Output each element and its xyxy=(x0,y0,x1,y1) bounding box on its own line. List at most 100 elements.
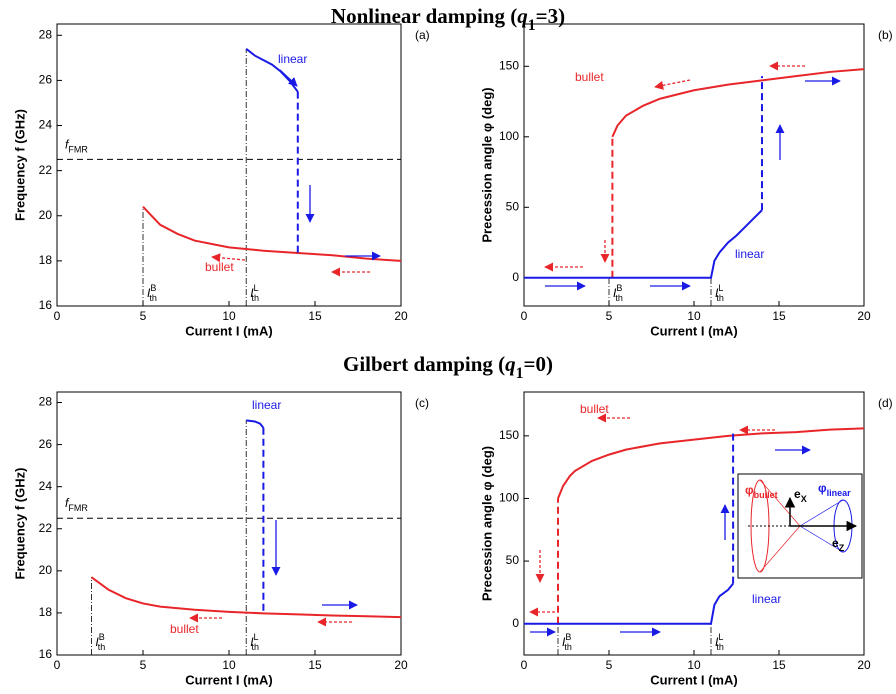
inset-label-part: Z xyxy=(839,543,845,553)
x-tick-label: 20 xyxy=(394,658,408,672)
reference-label-part: f xyxy=(65,138,70,152)
x-tick-label: 0 xyxy=(54,309,61,323)
x-tick-label: 0 xyxy=(54,658,61,672)
series-line xyxy=(90,576,402,619)
y-axis-label: Precession angle φ (deg) xyxy=(479,87,494,242)
panel-label: (c) xyxy=(415,396,429,410)
threshold-label-part: I xyxy=(613,286,617,300)
section-title-part: =0) xyxy=(524,352,553,376)
series-label: bullet xyxy=(170,622,199,636)
x-tick-label: 15 xyxy=(772,658,786,672)
x-tick-label: 15 xyxy=(308,658,322,672)
threshold-label-part: th xyxy=(716,642,724,652)
section-title: Gilbert damping (q1=0) xyxy=(343,352,553,382)
inset-label-part: e xyxy=(832,536,839,550)
arrow xyxy=(211,253,246,263)
x-tick-label: 0 xyxy=(521,658,528,672)
threshold-label-part: I xyxy=(562,635,566,649)
y-tick-label: 18 xyxy=(39,253,53,267)
threshold-label: IL th xyxy=(250,283,259,303)
y-tick-label: 18 xyxy=(39,605,53,619)
x-tick-label: 5 xyxy=(140,309,147,323)
section-title-part: q xyxy=(517,4,528,28)
threshold-label-part: I xyxy=(250,286,254,300)
y-tick-label: 28 xyxy=(39,27,53,41)
y-tick-label: 150 xyxy=(499,58,519,72)
threshold-label-part: B xyxy=(565,632,571,642)
x-tick-label: 0 xyxy=(521,309,528,323)
threshold-label-part: L xyxy=(254,283,259,293)
x-tick-label: 20 xyxy=(857,658,871,672)
x-tick-label: 20 xyxy=(857,309,871,323)
series-label: bullet xyxy=(580,402,609,416)
y-tick-label: 22 xyxy=(39,163,53,177)
inset-label-part: X xyxy=(801,494,807,504)
series-line xyxy=(246,419,265,429)
plot-box xyxy=(523,23,865,307)
x-axis-label: Current I (mA) xyxy=(185,323,272,338)
y-tick-label: 26 xyxy=(39,73,53,87)
section-title-part: Gilbert damping ( xyxy=(343,352,505,376)
x-tick-label: 15 xyxy=(772,309,786,323)
inset-label-part: φ xyxy=(745,483,754,497)
threshold-label-part: th xyxy=(149,293,157,303)
threshold-label-part: th xyxy=(98,642,106,652)
y-tick-label: 50 xyxy=(506,199,520,213)
y-axis-label: Precession angle φ (deg) xyxy=(479,446,494,601)
threshold-label-part: I xyxy=(95,635,99,649)
series-line xyxy=(142,206,402,262)
y-tick-label: 24 xyxy=(39,118,53,132)
section-title: Nonlinear damping (q1=3) xyxy=(331,4,565,34)
y-tick-label: 16 xyxy=(39,647,53,661)
threshold-label-part: th xyxy=(252,642,260,652)
series-line xyxy=(611,68,865,138)
x-axis-label: Current I (mA) xyxy=(650,672,737,687)
section-title-part: 1 xyxy=(516,365,524,382)
y-tick-label: 16 xyxy=(39,298,53,312)
series-label: linear xyxy=(278,52,307,66)
x-tick-label: 10 xyxy=(222,309,236,323)
y-tick-label: 26 xyxy=(39,437,53,451)
y-axis-label: Frequency f (GHz) xyxy=(12,109,27,221)
x-axis-label: Current I (mA) xyxy=(650,323,737,338)
series-line xyxy=(524,209,763,279)
series-label: linear xyxy=(752,592,781,606)
threshold-label: IB th xyxy=(562,632,572,652)
inset-label-part: φ xyxy=(818,481,827,495)
x-tick-label: 10 xyxy=(222,658,236,672)
reference-label: fFMR xyxy=(65,138,88,155)
panel-label: (d) xyxy=(878,396,893,410)
y-tick-label: 150 xyxy=(499,428,519,442)
threshold-label: IB th xyxy=(613,283,623,303)
x-tick-label: 5 xyxy=(606,309,613,323)
y-tick-label: 28 xyxy=(39,395,53,409)
series-label: linear xyxy=(735,247,764,261)
threshold-label: IL th xyxy=(715,632,724,652)
x-axis-label: Current I (mA) xyxy=(185,672,272,687)
x-tick-label: 10 xyxy=(687,658,701,672)
arrow xyxy=(279,69,298,87)
panel-label: (a) xyxy=(415,28,430,42)
inset-label-part: linear xyxy=(827,488,852,498)
threshold-label-part: B xyxy=(616,283,622,293)
y-tick-label: 20 xyxy=(39,563,53,577)
section-title-part: q xyxy=(505,352,516,376)
threshold-label-part: th xyxy=(615,293,623,303)
threshold-label-part: B xyxy=(150,283,156,293)
x-tick-label: 5 xyxy=(140,658,147,672)
x-tick-label: 20 xyxy=(394,309,408,323)
reference-label-part: f xyxy=(65,496,70,510)
threshold-label-part: L xyxy=(254,632,259,642)
inset-label: eX xyxy=(794,487,807,504)
x-tick-label: 5 xyxy=(606,658,613,672)
threshold-label-part: I xyxy=(715,286,719,300)
reference-label: fFMR xyxy=(65,496,88,513)
series-label: bullet xyxy=(575,70,604,84)
inset-diagram xyxy=(737,473,863,579)
series-label: linear xyxy=(252,398,281,412)
threshold-label: IB th xyxy=(147,283,157,303)
threshold-label-part: th xyxy=(252,293,260,303)
threshold-label: IL th xyxy=(250,632,259,652)
y-tick-label: 24 xyxy=(39,479,53,493)
